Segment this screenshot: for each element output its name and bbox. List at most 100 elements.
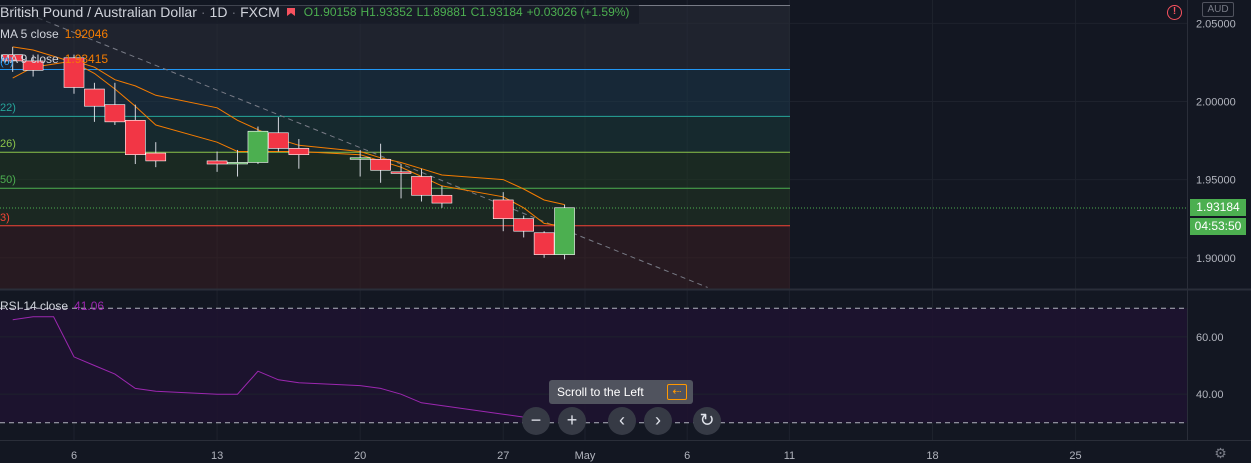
- candle-body: [2, 54, 23, 62]
- high-value: H1.93352: [360, 5, 413, 19]
- candle-body: [370, 159, 391, 171]
- time-tick-label: 25: [1069, 450, 1081, 462]
- price-tick-label: 2.05000: [1196, 18, 1236, 30]
- low-value: L1.89881: [416, 5, 467, 19]
- candle: [349, 149, 371, 177]
- candle-body: [247, 130, 269, 163]
- ma5-legend[interactable]: MA 5 close 1.92046: [0, 27, 108, 41]
- rsi-legend[interactable]: RSI 14 close 41.06: [0, 299, 104, 313]
- fib-zone: [0, 69, 790, 117]
- candle-body: [227, 162, 248, 165]
- candle-body: [390, 171, 412, 174]
- candle: [145, 142, 167, 168]
- candle-body: [84, 88, 105, 107]
- rsi-value: 41.06: [74, 299, 105, 313]
- header-separator: ·: [200, 4, 206, 20]
- time-tick-label: 13: [211, 450, 223, 462]
- tooltip-text: Scroll to the Left: [557, 385, 644, 399]
- candle: [22, 54, 44, 77]
- candle-body: [22, 60, 44, 71]
- price-tick-label: 1.90000: [1196, 253, 1236, 265]
- time-tick-label: 18: [926, 450, 938, 462]
- time-tick-label: 6: [684, 450, 690, 462]
- scroll-tooltip: Scroll to the Left ⇠: [549, 380, 693, 404]
- candle: [227, 149, 248, 177]
- rsi-line: [12, 316, 545, 424]
- candle-body: [63, 57, 85, 88]
- fib-level-label: 26): [0, 138, 16, 151]
- bar-countdown: 04:53:50: [1190, 218, 1246, 236]
- time-tick-label: 11: [784, 450, 795, 462]
- candle: [492, 192, 514, 232]
- candle-body: [492, 199, 514, 220]
- ma9-value: 1.93415: [64, 52, 109, 66]
- fib-zone: [0, 225, 790, 289]
- candle: [390, 164, 412, 199]
- zoom-in-button[interactable]: +: [558, 407, 586, 435]
- market-status-icon: [286, 8, 295, 16]
- candle: [2, 46, 23, 72]
- rsi-band: [0, 308, 1187, 423]
- symbol-header: British Pound / Australian Dollar · 1D ·…: [0, 0, 640, 24]
- time-tick-label: 20: [354, 450, 366, 462]
- candle: [370, 143, 391, 183]
- candle-body: [533, 232, 555, 255]
- candle-body: [206, 160, 228, 165]
- candle: [247, 126, 269, 165]
- settings-gear-icon[interactable]: ⚙: [1214, 445, 1227, 461]
- last-price-tag: 1.93184: [1190, 199, 1246, 217]
- fib-level-label: (0): [0, 55, 14, 68]
- candle-body: [104, 104, 126, 123]
- zoom-out-button[interactable]: −: [522, 407, 550, 435]
- candle-body: [288, 148, 310, 155]
- candle: [84, 82, 105, 122]
- ma5-label: MA 5 close: [0, 27, 59, 41]
- trendline: [12, 7, 708, 288]
- time-tick-label: May: [575, 450, 596, 462]
- fib-level-label: 50): [0, 174, 16, 187]
- exchange-label: FXCM: [240, 4, 280, 20]
- candle-body: [411, 176, 432, 196]
- ma5-value: 1.92046: [64, 27, 109, 41]
- rsi-label: RSI 14 close: [0, 299, 69, 313]
- interval-label[interactable]: 1D: [209, 4, 228, 20]
- scroll-right-button[interactable]: ›: [644, 407, 672, 435]
- candle-body: [145, 152, 167, 162]
- candle: [411, 168, 432, 202]
- candle: [288, 139, 310, 169]
- candle-body: [431, 194, 453, 204]
- scroll-left-button[interactable]: ‹: [608, 407, 636, 435]
- candle: [206, 151, 228, 172]
- candle: [554, 204, 575, 260]
- open-value: O1.90158: [303, 5, 357, 19]
- candle: [533, 231, 555, 258]
- fib-level-label: 22): [0, 102, 16, 115]
- change-value: +0.03026 (+1.59%): [526, 5, 630, 19]
- reset-chart-button[interactable]: ↻: [693, 407, 721, 435]
- candle: [513, 215, 534, 238]
- alert-icon[interactable]: !: [1167, 5, 1182, 20]
- candle: [63, 54, 85, 94]
- fib-level-label: 3): [0, 211, 10, 224]
- price-tick-label: 1.95000: [1196, 175, 1236, 187]
- candle: [431, 185, 453, 208]
- candle-body: [513, 218, 534, 232]
- rsi-tick-label: 60.00: [1196, 332, 1224, 344]
- fib-zone: [0, 152, 790, 189]
- close-value: C1.93184: [470, 5, 523, 19]
- candle-body: [349, 157, 371, 160]
- ma9-label: MA 9 close: [0, 52, 59, 66]
- fib-zone: [0, 188, 790, 226]
- ma9-legend[interactable]: MA 9 close 1.93415: [0, 52, 108, 66]
- candle-body: [268, 132, 289, 149]
- candle-body: [125, 119, 146, 155]
- rsi-tick-label: 40.00: [1196, 389, 1224, 401]
- candle: [268, 117, 289, 152]
- candle: [125, 104, 146, 165]
- currency-label[interactable]: AUD: [1202, 2, 1234, 17]
- header-separator: ·: [231, 4, 237, 20]
- time-tick-label: 6: [71, 450, 77, 462]
- time-tick-label: 27: [497, 450, 509, 462]
- symbol-title[interactable]: British Pound / Australian Dollar: [0, 4, 197, 20]
- candle: [104, 82, 126, 125]
